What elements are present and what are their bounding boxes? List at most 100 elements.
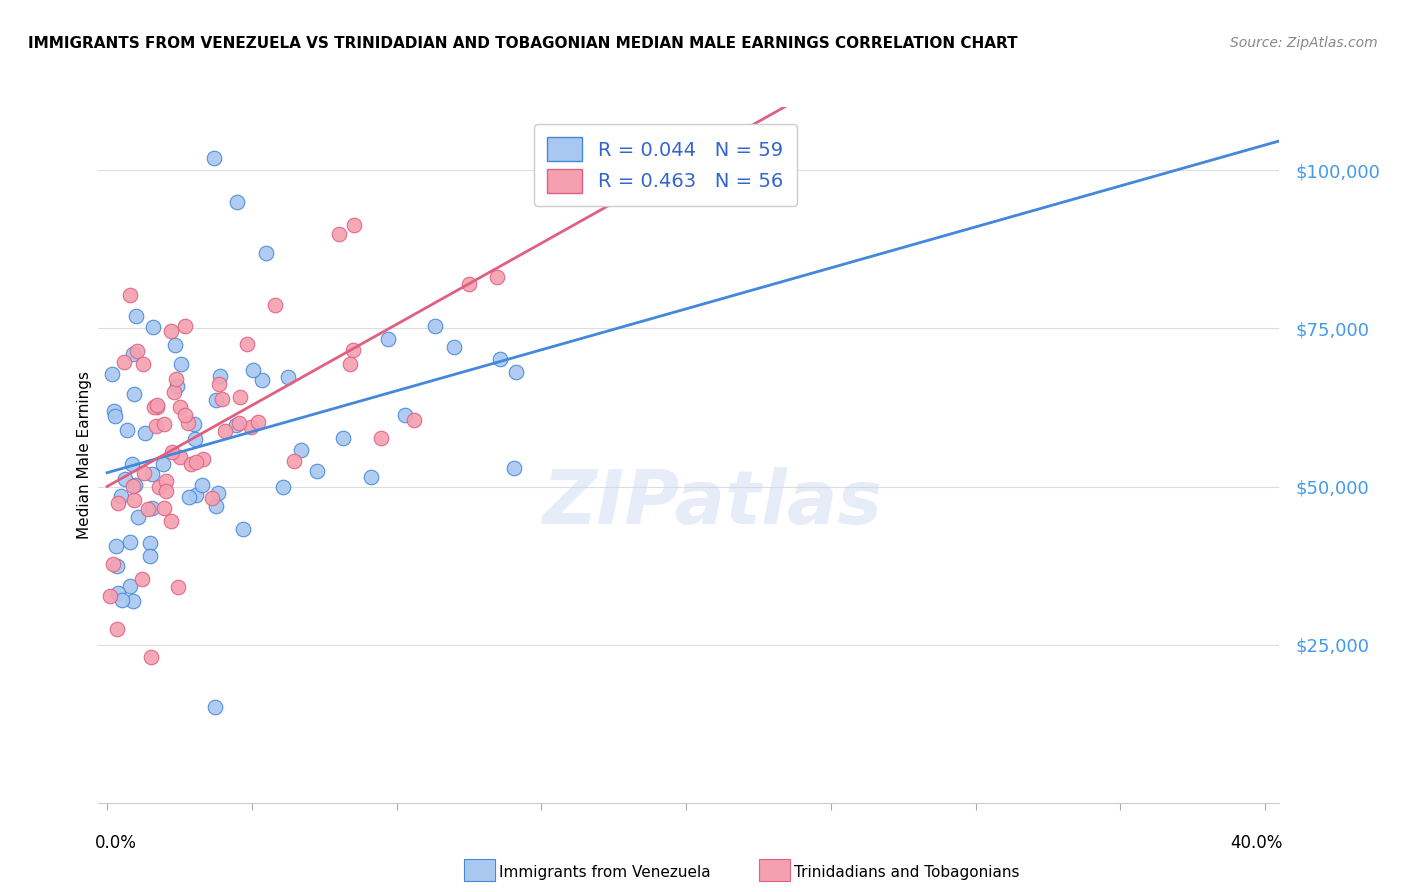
Point	[134, 466, 156, 480]
Point	[202, 151, 225, 165]
Point	[155, 483, 177, 498]
Point	[169, 450, 191, 464]
Legend: R = 0.044   N = 59, R = 0.463   N = 56: R = 0.044 N = 59, R = 0.463 N = 56	[534, 124, 797, 206]
Point	[125, 310, 148, 324]
Point	[277, 370, 299, 384]
Point	[252, 373, 274, 387]
Point	[232, 522, 254, 536]
Point	[205, 392, 228, 407]
Point	[423, 319, 446, 334]
Point	[125, 344, 148, 359]
Point	[141, 467, 163, 482]
Point	[162, 444, 184, 458]
Point	[169, 401, 191, 415]
Point	[207, 377, 229, 392]
Point	[184, 455, 207, 469]
Point	[142, 320, 165, 334]
Point	[242, 362, 264, 376]
Point	[290, 443, 312, 458]
Point	[104, 539, 127, 553]
Point	[153, 417, 176, 431]
Point	[190, 478, 212, 492]
Point	[204, 499, 226, 513]
Point	[101, 367, 124, 381]
Point	[139, 535, 162, 549]
Point	[153, 500, 176, 515]
Point	[211, 392, 233, 407]
Point	[402, 413, 425, 427]
Point	[146, 399, 169, 413]
Point	[103, 404, 125, 418]
Point	[208, 368, 231, 383]
Point	[183, 417, 205, 431]
Point	[122, 479, 145, 493]
Point	[360, 470, 382, 484]
Point	[254, 245, 277, 260]
Text: 40.0%: 40.0%	[1230, 834, 1284, 852]
Point	[225, 417, 247, 432]
Point	[141, 501, 163, 516]
Point	[134, 426, 156, 441]
Point	[122, 387, 145, 401]
Point	[146, 400, 169, 414]
Point	[118, 534, 141, 549]
Point	[114, 355, 136, 369]
Point	[174, 408, 197, 422]
Point	[184, 432, 207, 446]
Point	[264, 297, 287, 311]
Point	[184, 488, 207, 502]
Point	[191, 451, 214, 466]
Point	[155, 474, 177, 488]
Text: ZIPatlas: ZIPatlas	[543, 467, 883, 541]
Point	[505, 366, 527, 380]
Point	[377, 332, 399, 346]
Point	[166, 379, 188, 393]
Point	[107, 586, 129, 600]
Point	[160, 514, 183, 528]
Point	[169, 357, 191, 371]
Point	[121, 457, 143, 471]
Text: Immigrants from Venezuela: Immigrants from Venezuela	[499, 865, 711, 880]
Point	[174, 319, 197, 334]
Point	[214, 424, 236, 438]
Point	[131, 572, 153, 586]
Point	[503, 461, 526, 475]
Point	[148, 480, 170, 494]
Point	[489, 351, 512, 366]
Point	[394, 409, 416, 423]
Point	[239, 420, 262, 434]
Point	[114, 471, 136, 485]
Point	[247, 415, 270, 429]
Point	[165, 372, 187, 386]
Point	[179, 490, 201, 504]
Point	[167, 580, 190, 594]
Point	[98, 589, 121, 603]
Point	[139, 650, 162, 665]
Point	[370, 431, 392, 445]
Text: Trinidadians and Tobagonians: Trinidadians and Tobagonians	[794, 865, 1019, 880]
Point	[342, 218, 364, 232]
Point	[485, 270, 508, 285]
Point	[332, 431, 354, 445]
Point	[124, 478, 146, 492]
Point	[120, 288, 142, 302]
Point	[152, 457, 174, 471]
Point	[180, 457, 202, 471]
Point	[122, 594, 145, 608]
Point	[201, 491, 224, 506]
Point	[101, 557, 124, 571]
Point	[207, 485, 229, 500]
Point	[124, 493, 146, 508]
Point	[339, 357, 361, 371]
Point	[229, 390, 252, 404]
Point	[139, 549, 162, 563]
Point	[443, 341, 465, 355]
Point	[117, 423, 139, 437]
Point	[226, 194, 249, 209]
Point	[271, 480, 294, 494]
Text: Source: ZipAtlas.com: Source: ZipAtlas.com	[1230, 36, 1378, 50]
Point	[145, 419, 167, 434]
Point	[228, 416, 250, 430]
Point	[163, 385, 186, 400]
Point	[458, 277, 481, 292]
